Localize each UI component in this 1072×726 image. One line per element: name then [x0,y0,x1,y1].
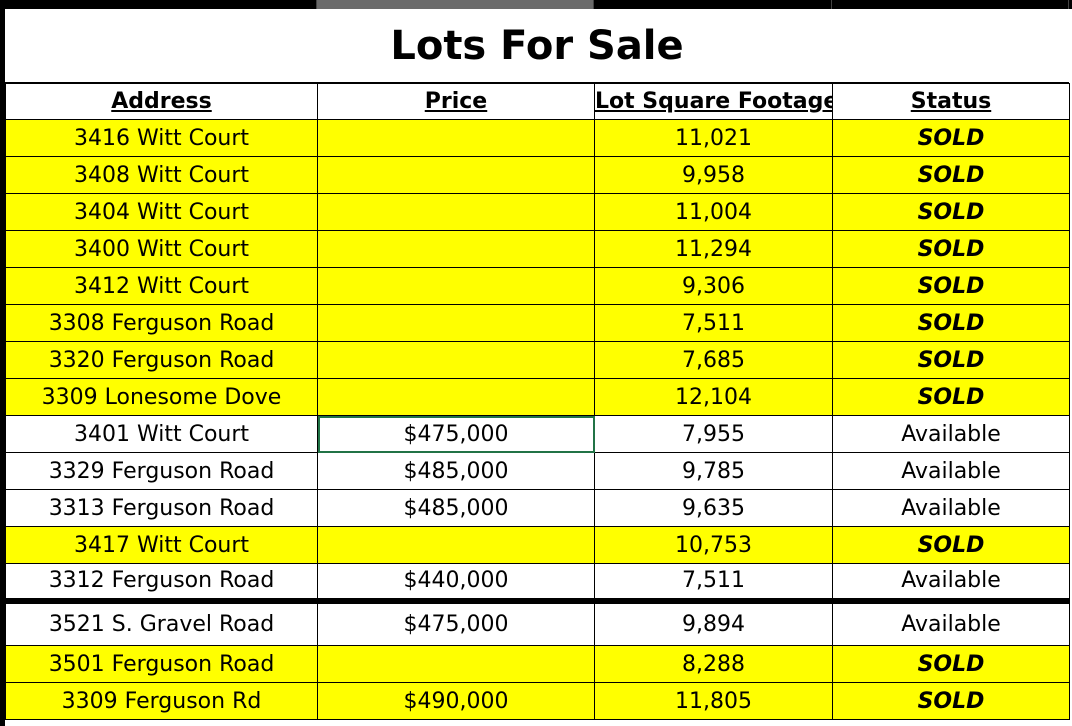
header-sqft[interactable]: Lot Square Footage [594,83,833,120]
address-cell[interactable]: 3400 Witt Court [5,230,318,268]
header-row: Address Price Lot Square Footage Status [5,83,1070,120]
table-row: 3416 Witt Court 11,021 SOLD [5,119,1070,157]
status-cell[interactable]: SOLD [832,341,1070,379]
price-cell[interactable]: $485,000 [317,452,595,490]
title-cell[interactable]: Lots For Sale [5,9,1069,83]
price-cell[interactable] [317,193,595,231]
sqft-cell[interactable]: 8,288 [594,645,833,683]
status-cell[interactable]: SOLD [832,156,1070,194]
table-row: 3408 Witt Court 9,958 SOLD [5,156,1070,194]
address-cell[interactable]: 3309 Lonesome Dove [5,378,318,416]
status-cell[interactable]: SOLD [832,682,1070,720]
sheet-title: Lots For Sale [390,22,684,69]
address-cell[interactable]: 3312 Ferguson Road [5,563,318,604]
address-cell[interactable]: 3416 Witt Court [5,119,318,157]
status-cell[interactable]: Available [832,600,1070,646]
price-cell[interactable]: $475,000 [317,415,595,453]
table-row: 3412 Witt Court 9,306 SOLD [5,267,1070,305]
table-row: 3400 Witt Court 11,294 SOLD [5,230,1070,268]
sqft-cell[interactable]: 11,021 [594,119,833,157]
address-cell[interactable]: 3309 Ferguson Rd [5,682,318,720]
address-cell[interactable]: 3308 Ferguson Road [5,304,318,342]
address-cell[interactable]: 3329 Ferguson Road [5,452,318,490]
status-cell[interactable]: SOLD [832,645,1070,683]
table-row: 3308 Ferguson Road 7,511 SOLD [5,304,1070,342]
sqft-cell[interactable]: 7,955 [594,415,833,453]
header-status[interactable]: Status [832,83,1070,120]
header-price[interactable]: Price [317,83,595,120]
price-cell[interactable]: $475,000 [317,600,595,646]
status-cell[interactable]: Available [832,489,1070,527]
sqft-cell[interactable]: 10,753 [594,526,833,564]
status-cell[interactable]: SOLD [832,119,1070,157]
address-cell[interactable]: 3417 Witt Court [5,526,318,564]
table-row: 3404 Witt Court 11,004 SOLD [5,193,1070,231]
status-cell[interactable]: Available [832,415,1070,453]
status-cell[interactable]: SOLD [832,230,1070,268]
sqft-cell[interactable]: 9,958 [594,156,833,194]
price-cell[interactable]: $490,000 [317,682,595,720]
sqft-cell[interactable]: 7,511 [594,304,833,342]
address-cell[interactable]: 3501 Ferguson Road [5,645,318,683]
status-cell[interactable]: Available [832,563,1070,604]
price-cell[interactable] [317,304,595,342]
row-header-strip [0,0,5,726]
status-cell[interactable]: SOLD [832,526,1070,564]
column-header-a[interactable] [5,0,317,9]
address-cell[interactable]: 3412 Witt Court [5,267,318,305]
address-cell[interactable]: 3521 S. Gravel Road [5,600,318,646]
table-row: 3320 Ferguson Road 7,685 SOLD [5,341,1070,379]
price-cell[interactable]: $440,000 [317,563,595,604]
sqft-cell[interactable]: 9,635 [594,489,833,527]
column-header-b[interactable] [317,0,594,9]
address-cell[interactable]: 3404 Witt Court [5,193,318,231]
column-header-c[interactable] [594,0,832,9]
table-row: 3309 Ferguson Rd $490,000 11,805 SOLD [5,682,1070,720]
address-cell[interactable]: 3320 Ferguson Road [5,341,318,379]
sqft-cell[interactable]: 11,294 [594,230,833,268]
price-cell[interactable] [317,119,595,157]
table-row: 3401 Witt Court $475,000 7,955 Available [5,415,1070,453]
status-cell[interactable]: SOLD [832,267,1070,305]
price-cell[interactable] [317,230,595,268]
table-row: 3521 S. Gravel Road $475,000 9,894 Availabl… [5,600,1070,646]
sqft-cell[interactable]: 7,685 [594,341,833,379]
sqft-cell[interactable]: 11,004 [594,193,833,231]
status-cell[interactable]: SOLD [832,193,1070,231]
sqft-cell[interactable]: 9,306 [594,267,833,305]
sqft-cell[interactable]: 7,511 [594,563,833,604]
status-cell[interactable]: SOLD [832,378,1070,416]
status-cell[interactable]: SOLD [832,304,1070,342]
table-row: 3329 Ferguson Road $485,000 9,785 Available [5,452,1070,490]
address-cell[interactable]: 3401 Witt Court [5,415,318,453]
price-cell[interactable] [317,526,595,564]
price-cell[interactable] [317,645,595,683]
price-cell[interactable]: $485,000 [317,489,595,527]
table-row: 3309 Lonesome Dove 12,104 SOLD [5,378,1070,416]
header-address[interactable]: Address [5,83,318,120]
status-cell[interactable]: Available [832,452,1070,490]
price-cell[interactable] [317,341,595,379]
address-cell[interactable]: 3408 Witt Court [5,156,318,194]
column-header-d[interactable] [832,0,1069,9]
table-row: 3312 Ferguson Road $440,000 7,511 Available [5,563,1070,604]
price-cell[interactable] [317,156,595,194]
price-cell[interactable] [317,267,595,305]
sqft-cell[interactable]: 9,894 [594,600,833,646]
sqft-cell[interactable]: 11,805 [594,682,833,720]
table-body: 3416 Witt Court 11,021 SOLD 3408 Witt Court… [5,119,1070,720]
sqft-cell[interactable]: 9,785 [594,452,833,490]
address-cell[interactable]: 3313 Ferguson Road [5,489,318,527]
lots-table: Address Price Lot Square Footage Status … [5,83,1070,720]
price-cell[interactable] [317,378,595,416]
table-row: 3501 Ferguson Road 8,288 SOLD [5,645,1070,683]
table-row: 3417 Witt Court 10,753 SOLD [5,526,1070,564]
table-row: 3313 Ferguson Road $485,000 9,635 Available [5,489,1070,527]
sqft-cell[interactable]: 12,104 [594,378,833,416]
